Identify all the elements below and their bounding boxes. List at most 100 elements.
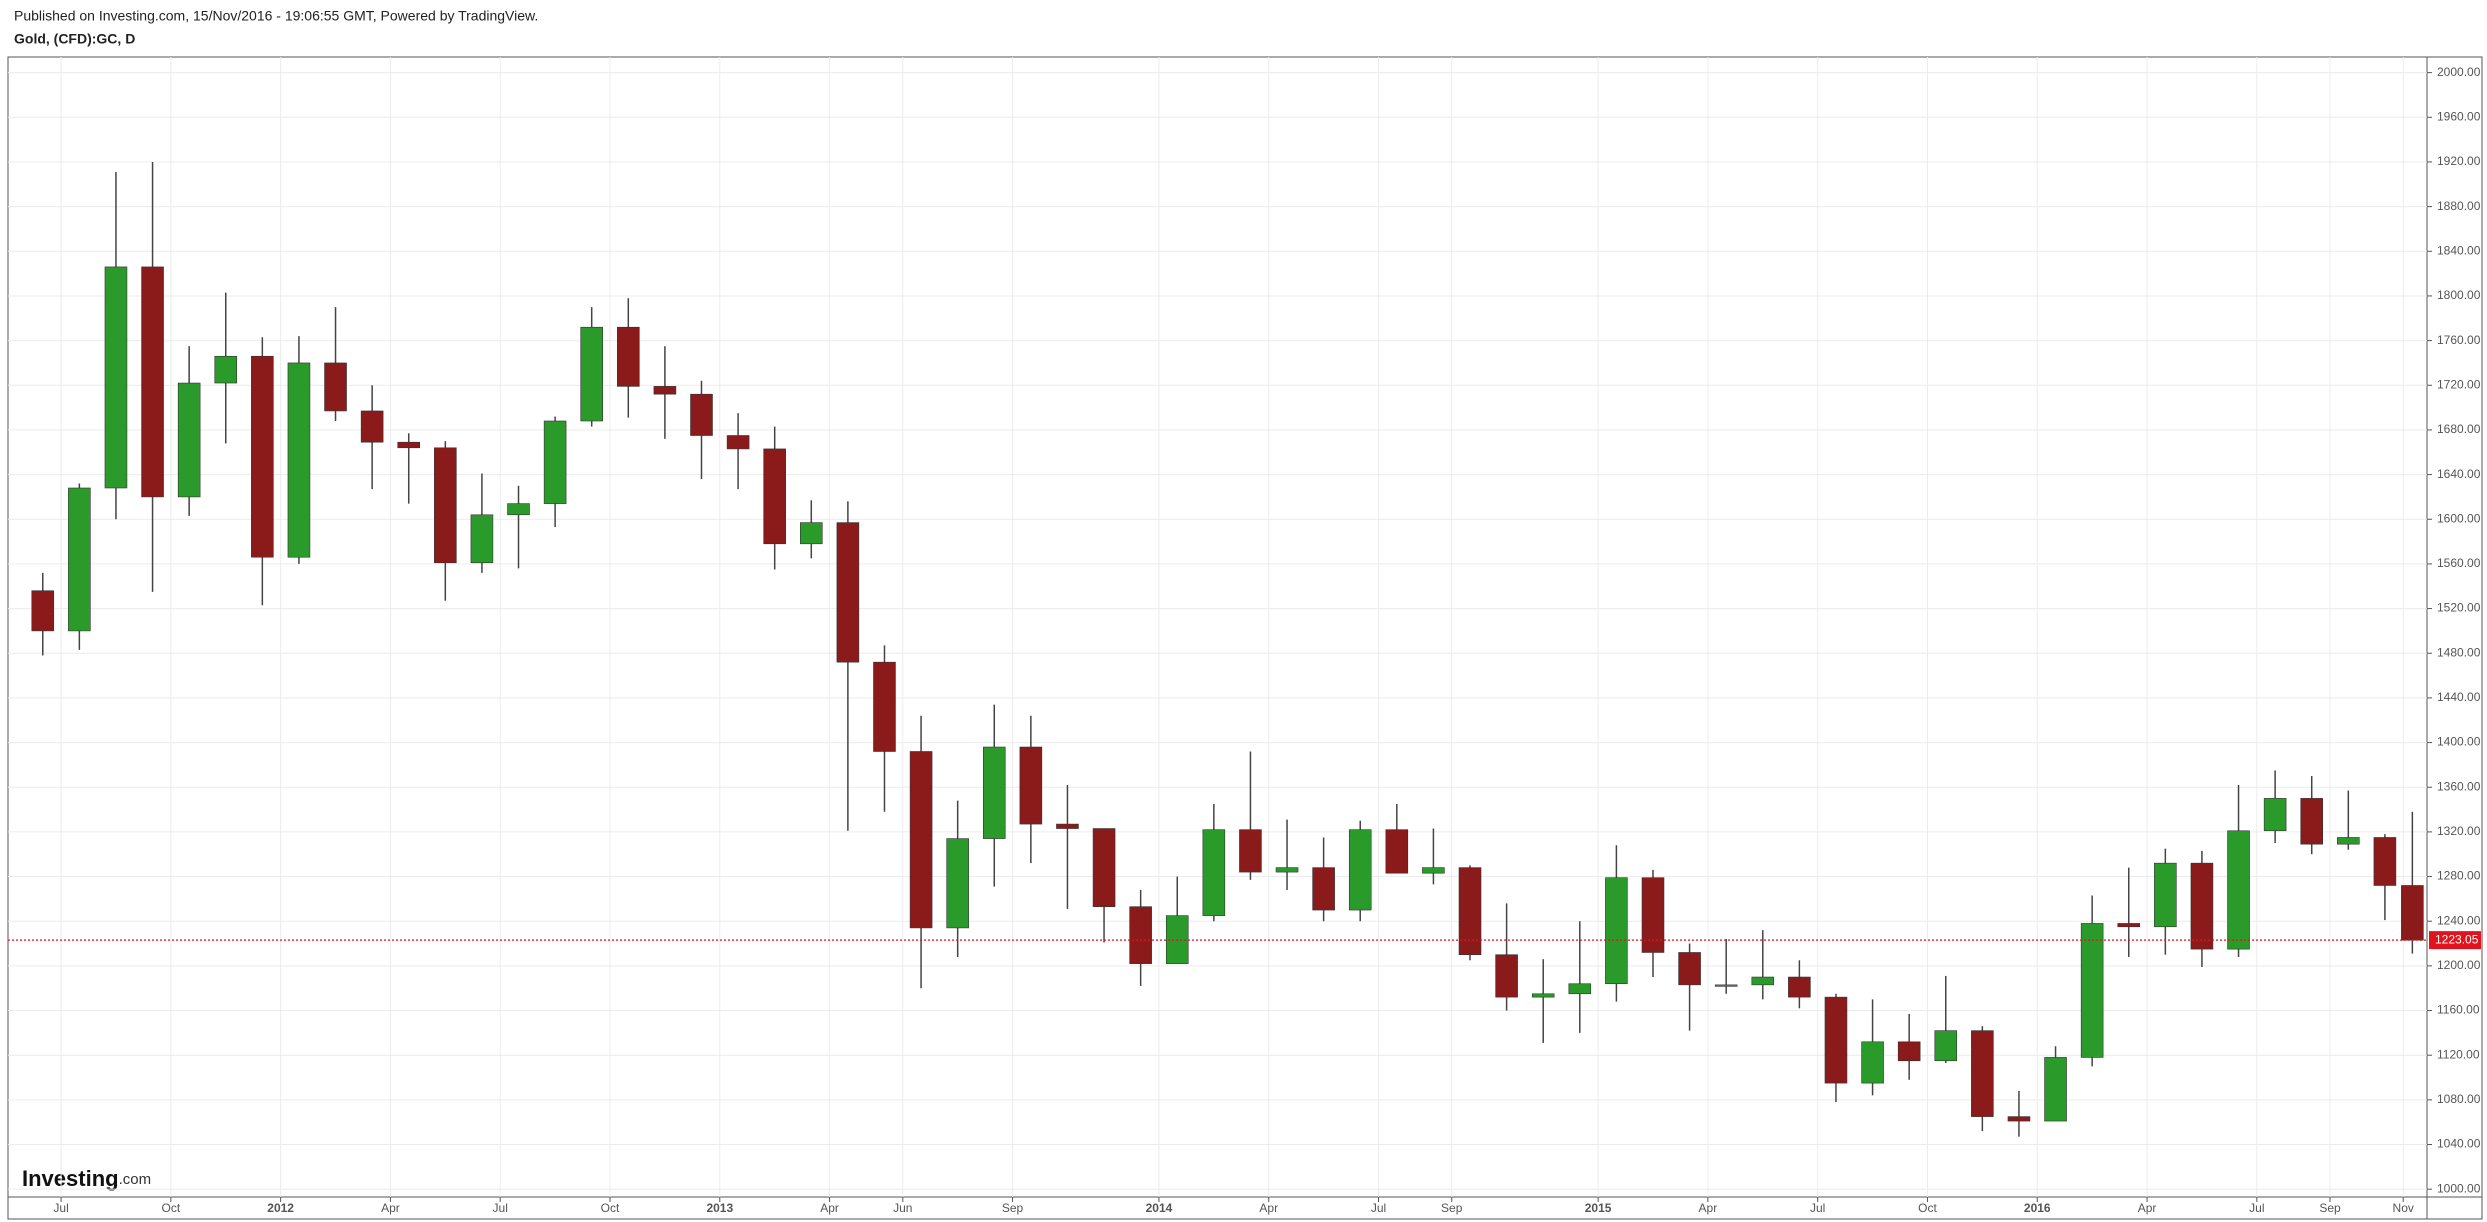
candle-body xyxy=(2007,1116,2031,1122)
candle-body xyxy=(214,355,238,384)
candle-body xyxy=(982,746,1006,839)
x-tick-label: Apr xyxy=(381,1201,400,1215)
logo-main: Investing xyxy=(22,1166,119,1191)
y-tick-label: 1120.00 xyxy=(2437,1047,2480,1061)
candle-body xyxy=(1531,993,1555,998)
candle-body xyxy=(1605,877,1628,985)
y-tick-label: 1000.00 xyxy=(2437,1181,2481,1195)
y-tick-label: 1760.00 xyxy=(2437,333,2481,347)
x-tick-label: Oct xyxy=(162,1201,181,1215)
candle-body xyxy=(2080,923,2104,1058)
candle-body xyxy=(1714,984,1738,987)
candle-body xyxy=(287,362,311,558)
candle-body xyxy=(31,590,55,632)
x-tick-label: 2014 xyxy=(1146,1201,1173,1215)
candle-body xyxy=(507,503,530,516)
candle-body xyxy=(1788,976,1811,998)
x-tick-label: Jul xyxy=(1810,1201,1825,1215)
y-tick-label: 1280.00 xyxy=(2437,869,2481,883)
candle-body xyxy=(1824,996,1848,1084)
candle-body xyxy=(1239,829,1262,873)
candle-body xyxy=(653,386,677,395)
x-tick-label: Jul xyxy=(493,1201,508,1215)
candle-body xyxy=(946,838,969,929)
x-tick-label: Apr xyxy=(2138,1201,2157,1215)
y-tick-label: 1640.00 xyxy=(2437,467,2481,481)
candle-body xyxy=(1275,867,1299,873)
y-tick-label: 2000.00 xyxy=(2437,65,2481,79)
candle-body xyxy=(251,355,274,558)
candle-body xyxy=(2263,798,2287,832)
x-tick-label: Oct xyxy=(601,1201,620,1215)
candle-body xyxy=(141,266,164,498)
x-tick-label: Sep xyxy=(1441,1201,1463,1215)
candle-body xyxy=(397,441,421,449)
candle-body xyxy=(2337,837,2360,845)
x-tick-label: Jun xyxy=(893,1201,912,1215)
x-tick-label: Sep xyxy=(2319,1201,2341,1215)
candle-body xyxy=(617,326,640,387)
candle-body xyxy=(2190,862,2214,950)
candle-body xyxy=(1056,823,1079,829)
y-tick-label: 1840.00 xyxy=(2437,243,2481,257)
candle-body xyxy=(2154,862,2177,928)
candle-body xyxy=(434,447,457,564)
candle-body xyxy=(177,382,201,498)
candle-body xyxy=(1092,828,1116,907)
y-tick-label: 1520.00 xyxy=(2437,601,2481,615)
y-tick-label: 1440.00 xyxy=(2437,690,2481,704)
candle-body xyxy=(800,522,823,545)
x-tick-label: Apr xyxy=(1699,1201,1718,1215)
logo: Investing.com xyxy=(22,1166,151,1191)
logo-suffix: .com xyxy=(119,1171,152,1188)
candle-body xyxy=(1495,954,1518,998)
y-tick-label: 1960.00 xyxy=(2437,109,2481,123)
x-tick-label: Oct xyxy=(1918,1201,1937,1215)
candle-body xyxy=(1751,976,1775,986)
x-tick-label: Jul xyxy=(1371,1201,1386,1215)
y-tick-label: 1400.00 xyxy=(2437,735,2481,749)
published-note: Published on Investing.com, 15/Nov/2016 … xyxy=(14,8,538,24)
candle-body xyxy=(1019,746,1043,825)
symbol-label: Gold, (CFD):GC, D xyxy=(14,31,135,47)
candle-body xyxy=(2300,798,2324,845)
candle-body xyxy=(690,393,713,436)
x-tick-label: Jul xyxy=(2249,1201,2264,1215)
candle-body xyxy=(1568,983,1592,995)
last-price-label: 1223.05 xyxy=(2435,932,2479,946)
x-tick-label: 2012 xyxy=(267,1201,294,1215)
y-tick-label: 1600.00 xyxy=(2437,511,2481,525)
candle-body xyxy=(1861,1041,1884,1084)
candle-body xyxy=(543,420,567,504)
y-tick-label: 1720.00 xyxy=(2437,377,2481,391)
candle-body xyxy=(2117,923,2141,928)
y-tick-label: 1040.00 xyxy=(2437,1137,2481,1151)
candle-body xyxy=(1641,877,1665,953)
candle-body xyxy=(470,514,494,564)
y-tick-label: 1920.00 xyxy=(2437,154,2481,168)
x-tick-label: Sep xyxy=(1002,1201,1024,1215)
y-tick-label: 1200.00 xyxy=(2437,958,2481,972)
y-tick-label: 1800.00 xyxy=(2437,288,2481,302)
last-price-box xyxy=(2429,931,2481,950)
candle-body xyxy=(580,326,603,422)
candle-body xyxy=(1312,867,1335,911)
y-tick-label: 1360.00 xyxy=(2437,779,2481,793)
candle-body xyxy=(726,435,750,450)
y-tick-label: 1320.00 xyxy=(2437,824,2481,838)
candle-body xyxy=(324,362,347,412)
candle-body xyxy=(1897,1041,1921,1062)
candle-body xyxy=(2227,830,2250,950)
x-tick-label: 2015 xyxy=(1585,1201,1612,1215)
candle-body xyxy=(2044,1057,2067,1122)
candle-body xyxy=(1458,867,1482,956)
y-tick-label: 1240.00 xyxy=(2437,913,2481,927)
x-tick-label: 2016 xyxy=(2024,1201,2051,1215)
candle-body xyxy=(2401,885,2424,941)
candle-body xyxy=(360,410,384,443)
chart-frame xyxy=(7,56,2483,1220)
x-tick-label: Apr xyxy=(1259,1201,1278,1215)
candle-body xyxy=(68,487,91,632)
x-tick-label: Nov xyxy=(2393,1201,2414,1215)
x-tick-label: Jul xyxy=(53,1201,68,1215)
